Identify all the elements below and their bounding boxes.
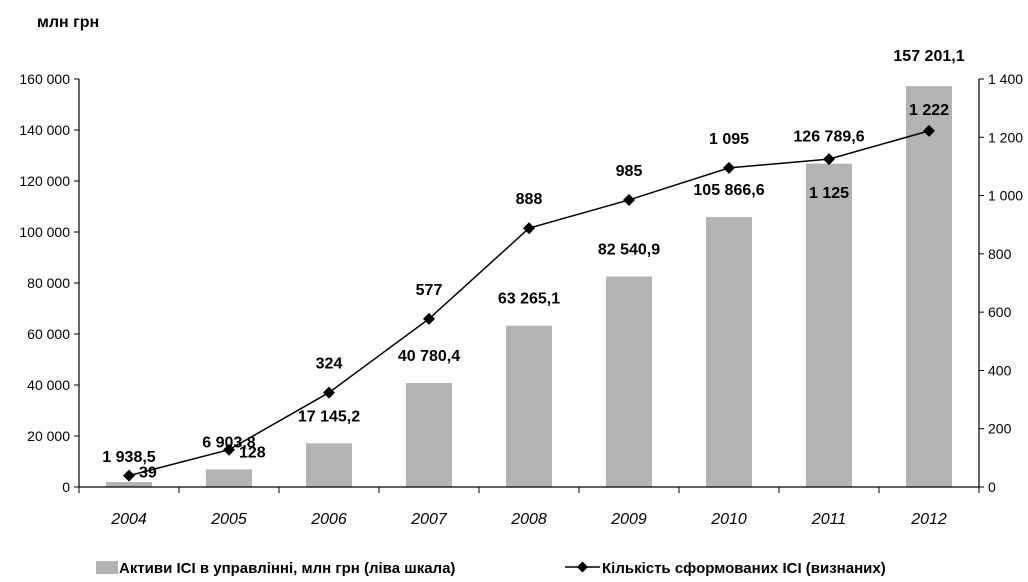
- line-data-label: 1 222: [909, 102, 949, 119]
- bar-data-label: 6 903,8: [202, 434, 255, 451]
- right-tick-label: 600: [988, 304, 1012, 320]
- line-data-label: 128: [239, 445, 266, 462]
- right-tick-label: 1 400: [988, 71, 1023, 87]
- right-tick-label: 1 000: [988, 188, 1023, 204]
- line-data-labels: 39 128 324 577 888 985 1 095 1 125 1 222: [139, 102, 949, 482]
- bar-data-label: 126 789,6: [793, 129, 864, 146]
- x-tick-label: 2007: [410, 511, 448, 528]
- x-tick-label: 2005: [210, 511, 247, 528]
- x-tick-label: 2008: [510, 511, 547, 528]
- line-data-label: 1 125: [809, 185, 849, 202]
- right-tick-label: 1 200: [988, 129, 1023, 145]
- bar-series: [106, 86, 952, 488]
- line-point: [623, 193, 635, 206]
- left-tick-label: 40 000: [27, 377, 70, 393]
- line-point: [823, 153, 835, 166]
- left-axis-ticks: 0 20 000 40 000 60 000 80 000 100 000 120 000 1…: [19, 71, 79, 495]
- bar-data-label: 17 145,2: [298, 408, 360, 425]
- left-tick-label: 120 000: [19, 173, 70, 189]
- line-data-label: 888: [516, 191, 543, 208]
- line-data-label: 577: [416, 282, 443, 299]
- legend-diamond-marker: [577, 561, 588, 573]
- left-tick-label: 0: [62, 479, 70, 495]
- bar-data-label: 157 201,1: [893, 48, 964, 65]
- right-axis-ticks: 0 200 400 600 800 1 000 1 200 1 400: [979, 71, 1023, 495]
- bar-data-label: 63 265,1: [498, 291, 560, 308]
- line-point: [723, 161, 735, 174]
- bar: [206, 469, 252, 487]
- right-tick-label: 0: [988, 479, 996, 495]
- bar-data-labels: 1 938,5 6 903,8 17 145,2 40 780,4 63 265,1 82…: [102, 48, 964, 466]
- left-tick-label: 100 000: [19, 224, 70, 240]
- line-data-label: 324: [316, 356, 343, 373]
- left-tick-label: 160 000: [19, 71, 70, 87]
- x-tick-label: 2009: [610, 511, 647, 528]
- bar: [606, 276, 652, 487]
- line-point: [323, 386, 335, 399]
- x-tick-label: 2012: [910, 511, 947, 528]
- right-tick-label: 400: [988, 362, 1012, 378]
- bar: [306, 443, 352, 487]
- line-data-label: 39: [139, 465, 157, 482]
- left-tick-label: 80 000: [27, 275, 70, 291]
- bar: [406, 383, 452, 487]
- x-tick-label: 2006: [310, 511, 347, 528]
- legend-bar-swatch: [96, 561, 118, 574]
- bar: [106, 482, 152, 487]
- legend-line-label: Кількість сформованих ІСІ (визнаних): [602, 560, 886, 577]
- line-data-label: 1 095: [709, 131, 749, 148]
- bar: [806, 163, 852, 487]
- right-tick-label: 200: [988, 421, 1012, 437]
- bar-data-label: 40 780,4: [398, 348, 460, 365]
- x-tick-label: 2010: [710, 511, 747, 528]
- bar: [706, 217, 752, 488]
- right-tick-label: 800: [988, 246, 1012, 262]
- left-tick-label: 20 000: [27, 428, 70, 444]
- bar-data-label: 82 540,9: [598, 242, 660, 259]
- left-tick-label: 140 000: [19, 122, 70, 138]
- line-point: [123, 469, 135, 482]
- line-point: [223, 443, 235, 456]
- x-tick-label: 2004: [110, 511, 147, 528]
- line-point: [523, 222, 535, 235]
- bar-data-label: 1 938,5: [102, 449, 155, 466]
- bar-data-label: 105 866,6: [693, 182, 764, 199]
- line-point: [423, 312, 435, 325]
- x-axis-ticks: 2004 2005 2006 2007 2008 2009 2010 2011 2012: [78, 487, 980, 528]
- bar: [506, 325, 552, 487]
- line-data-label: 985: [616, 163, 643, 180]
- line-point: [923, 124, 935, 137]
- legend: Активи ІСІ в управлінні, млн грн (ліва ш…: [96, 560, 886, 577]
- x-tick-label: 2011: [811, 511, 846, 528]
- legend-bar-label: Активи ІСІ в управлінні, млн грн (ліва ш…: [119, 560, 455, 577]
- left-axis-unit-label: млн грн: [37, 14, 99, 31]
- line-series: [123, 124, 935, 482]
- bar: [906, 86, 952, 487]
- left-tick-label: 60 000: [27, 326, 70, 342]
